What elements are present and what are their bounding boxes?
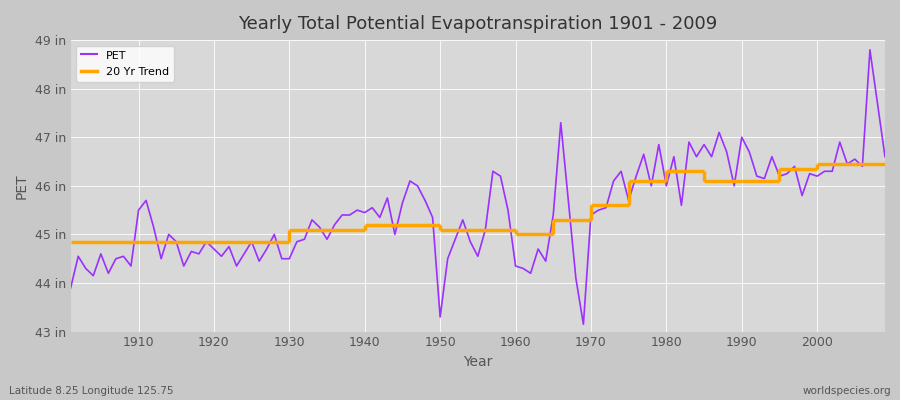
Legend: PET, 20 Yr Trend: PET, 20 Yr Trend bbox=[76, 46, 174, 82]
PET bbox=[510, 264, 521, 268]
PET bbox=[292, 239, 302, 244]
PET bbox=[337, 212, 347, 217]
X-axis label: Year: Year bbox=[464, 355, 492, 369]
Y-axis label: PET: PET bbox=[15, 173, 29, 199]
PET bbox=[126, 264, 137, 268]
Text: Latitude 8.25 Longitude 125.75: Latitude 8.25 Longitude 125.75 bbox=[9, 386, 174, 396]
PET bbox=[879, 154, 890, 159]
PET bbox=[66, 286, 77, 290]
PET bbox=[578, 322, 589, 327]
Title: Yearly Total Potential Evapotranspiration 1901 - 2009: Yearly Total Potential Evapotranspiratio… bbox=[238, 15, 717, 33]
Text: worldspecies.org: worldspecies.org bbox=[803, 386, 891, 396]
PET bbox=[608, 178, 619, 183]
Line: PET: PET bbox=[71, 50, 885, 324]
PET bbox=[502, 208, 513, 212]
PET bbox=[865, 48, 876, 52]
